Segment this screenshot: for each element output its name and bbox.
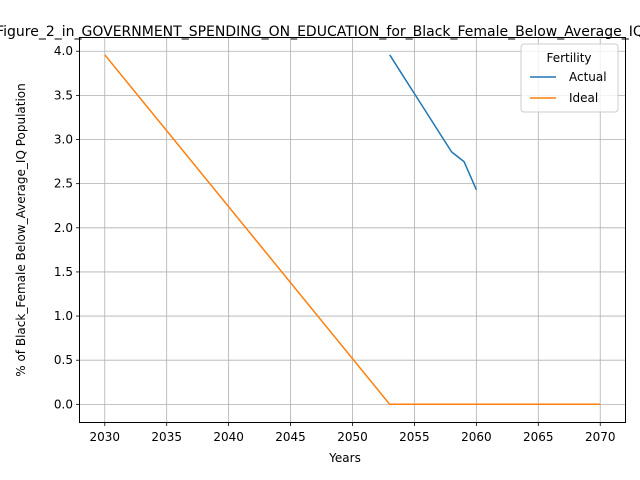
y-tick-label: 3.5 bbox=[54, 88, 73, 102]
chart-title: Figure_2_in_GOVERNMENT_SPENDING_ON_EDUCA… bbox=[0, 24, 640, 40]
x-tick-label: 2030 bbox=[89, 430, 120, 444]
legend-label-ideal: Ideal bbox=[569, 91, 598, 105]
x-tick-label: 2065 bbox=[523, 430, 554, 444]
y-tick-label: 3.0 bbox=[54, 133, 73, 147]
legend-label-actual: Actual bbox=[569, 70, 607, 84]
y-tick-label: 0.5 bbox=[54, 353, 73, 367]
series-group bbox=[104, 54, 601, 406]
grid bbox=[80, 38, 625, 422]
y-tick-label: 2.5 bbox=[54, 177, 73, 191]
y-tick-label: 0.0 bbox=[54, 397, 73, 411]
x-tick-label: 2055 bbox=[399, 430, 430, 444]
y-tick-label: 2.0 bbox=[54, 221, 73, 235]
legend: Fertility Actual Ideal bbox=[520, 43, 619, 113]
x-tick-label: 2060 bbox=[461, 430, 492, 444]
y-axis-label: % of Black_Female Below_Average_IQ Popul… bbox=[14, 83, 28, 377]
series-line-ideal bbox=[104, 54, 601, 406]
x-tick-label: 2050 bbox=[337, 430, 368, 444]
x-tick-label: 2040 bbox=[213, 430, 244, 444]
series-line-actual bbox=[389, 54, 478, 191]
y-tick-label: 1.0 bbox=[54, 309, 73, 323]
legend-title: Fertility bbox=[546, 51, 591, 65]
y-tick-label: 4.0 bbox=[54, 44, 73, 58]
x-axis: 2030 2035 2040 2045 2050 2055 2060 2065 2070 bbox=[89, 422, 616, 444]
x-tick-label: 2070 bbox=[585, 430, 616, 444]
x-axis-label: Years bbox=[328, 451, 361, 465]
y-axis: 0.0 0.5 1.0 1.5 2.0 2.5 3.0 3.5 4.0 bbox=[54, 44, 80, 411]
y-tick-label: 1.5 bbox=[54, 265, 73, 279]
legend-box bbox=[520, 43, 619, 113]
x-tick-label: 2045 bbox=[275, 430, 306, 444]
x-tick-label: 2035 bbox=[151, 430, 182, 444]
